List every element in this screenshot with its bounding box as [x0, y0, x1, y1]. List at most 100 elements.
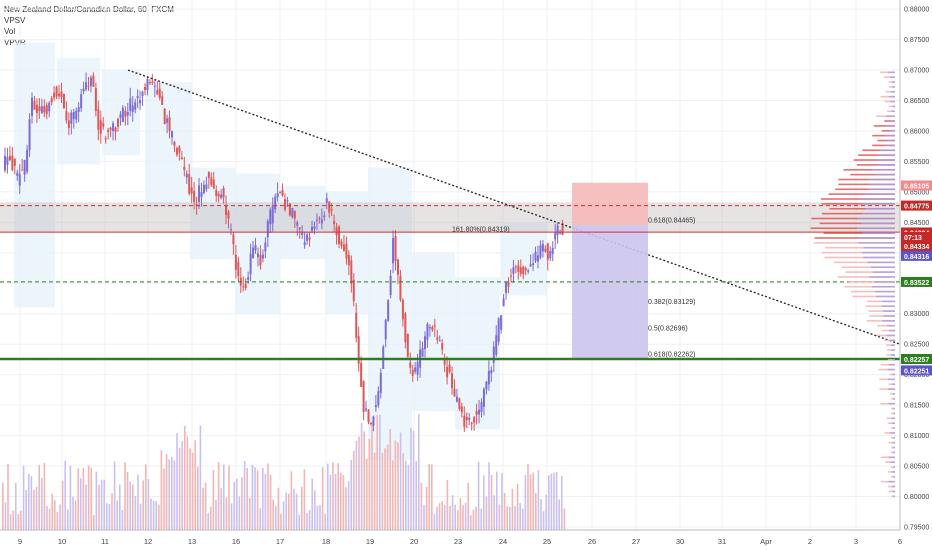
- vpvr-bar-up: [888, 480, 895, 483]
- candle-body: [438, 340, 441, 342]
- vpvr-bar-up: [891, 344, 895, 347]
- volume-bar: [412, 431, 415, 530]
- candle-body: [362, 381, 365, 413]
- vpvr-bar: [880, 402, 895, 405]
- volume-bar: [168, 459, 170, 530]
- candle-body: [242, 286, 245, 288]
- candle-body: [315, 219, 318, 221]
- volume-bar: [67, 509, 69, 530]
- candle-body: [318, 218, 321, 220]
- vpvr-bar: [858, 154, 895, 156]
- candle-body: [296, 222, 299, 226]
- candle-body: [18, 173, 21, 186]
- candle-body: [171, 131, 174, 138]
- candle-body: [377, 391, 380, 406]
- candle-body: [217, 193, 220, 197]
- volume-bar: [332, 462, 334, 530]
- vpvr-bar-up: [893, 495, 895, 498]
- volume-bar: [420, 482, 423, 530]
- candle-body: [539, 245, 542, 258]
- price-tag: [901, 241, 932, 252]
- volume-bar: [150, 498, 152, 530]
- volume-bar: [178, 447, 181, 530]
- volume-bar: [64, 460, 66, 530]
- vpvr-bar-up: [893, 451, 895, 454]
- vpvr-bar: [891, 398, 895, 400]
- indicator-vol[interactable]: Vol: [4, 27, 16, 36]
- candle-body: [261, 254, 264, 259]
- candle-body: [40, 106, 43, 113]
- volume-bar: [158, 504, 160, 530]
- vpvr-bar: [888, 490, 895, 493]
- candle-body: [492, 346, 495, 363]
- candle-body: [500, 315, 503, 330]
- volume-bar: [509, 506, 511, 530]
- volume-bar: [410, 427, 412, 530]
- fib-label: 161.80%(0.84319): [452, 226, 510, 233]
- volume-bar: [431, 464, 433, 530]
- candle-body: [80, 94, 83, 109]
- vpvr-bar-up: [886, 115, 895, 117]
- candle-body: [198, 185, 201, 202]
- candle-body: [333, 220, 336, 224]
- candle-body: [441, 343, 444, 350]
- volume-bar: [306, 512, 308, 530]
- volume-bar: [121, 509, 124, 530]
- volume-bar: [230, 503, 233, 530]
- candle-body: [485, 381, 488, 390]
- indicator-vpvr[interactable]: VPVR: [4, 38, 26, 47]
- candle-body: [303, 242, 306, 246]
- vpvr-bar: [838, 183, 895, 186]
- price-tag: [901, 276, 932, 287]
- candle-body: [436, 337, 439, 340]
- indicator-vpsv[interactable]: VPSV: [4, 16, 26, 25]
- vpvr-bar: [884, 120, 895, 122]
- vpvr-bar: [887, 359, 895, 361]
- volume-bar: [197, 466, 199, 530]
- vpvr-bar: [887, 110, 895, 113]
- x-tick-label: 27: [632, 537, 640, 546]
- candle-body: [360, 362, 363, 387]
- volume-bar: [425, 486, 428, 530]
- candle-body: [455, 396, 458, 402]
- volume-bar: [275, 505, 277, 530]
- candle-body: [534, 251, 537, 261]
- x-tick-label: 19: [366, 537, 374, 546]
- candle-body: [144, 87, 146, 90]
- volume-bar: [386, 444, 389, 530]
- volume-bar: [171, 456, 173, 530]
- candle-body: [509, 275, 512, 277]
- x-tick-label: 26: [588, 537, 596, 546]
- volume-bar: [415, 461, 417, 530]
- volume-bar: [280, 513, 282, 530]
- volume-bar: [459, 498, 462, 530]
- volume-bar: [264, 473, 267, 530]
- candle-body: [416, 361, 419, 375]
- vpvr-bar-up: [884, 144, 895, 147]
- x-tick-label: 11: [101, 537, 109, 546]
- candle-body: [94, 88, 97, 112]
- volume-bar: [540, 498, 542, 530]
- volume-bar: [293, 488, 295, 530]
- vpvr-bar: [823, 232, 895, 234]
- x-tick-label: 25: [543, 537, 551, 546]
- candle-body: [6, 157, 9, 165]
- volume-bar: [423, 504, 425, 530]
- price-tag-label: 0.84334: [904, 244, 929, 251]
- volume-bar: [35, 486, 38, 530]
- candle-body: [505, 282, 508, 294]
- volume-bar: [80, 478, 82, 530]
- volume-bar: [522, 508, 524, 530]
- candle-body: [87, 85, 90, 87]
- volume-bar: [241, 477, 243, 530]
- volume-bar: [228, 465, 230, 530]
- candle-body: [190, 187, 193, 194]
- volume-bar: [243, 460, 246, 530]
- vpvr-bar-up: [858, 237, 895, 239]
- vpvr-bar-up: [880, 149, 895, 152]
- candle-body: [65, 111, 68, 121]
- candle-body: [357, 336, 360, 364]
- price-tag: [901, 365, 932, 376]
- vpvr-bar: [825, 246, 895, 249]
